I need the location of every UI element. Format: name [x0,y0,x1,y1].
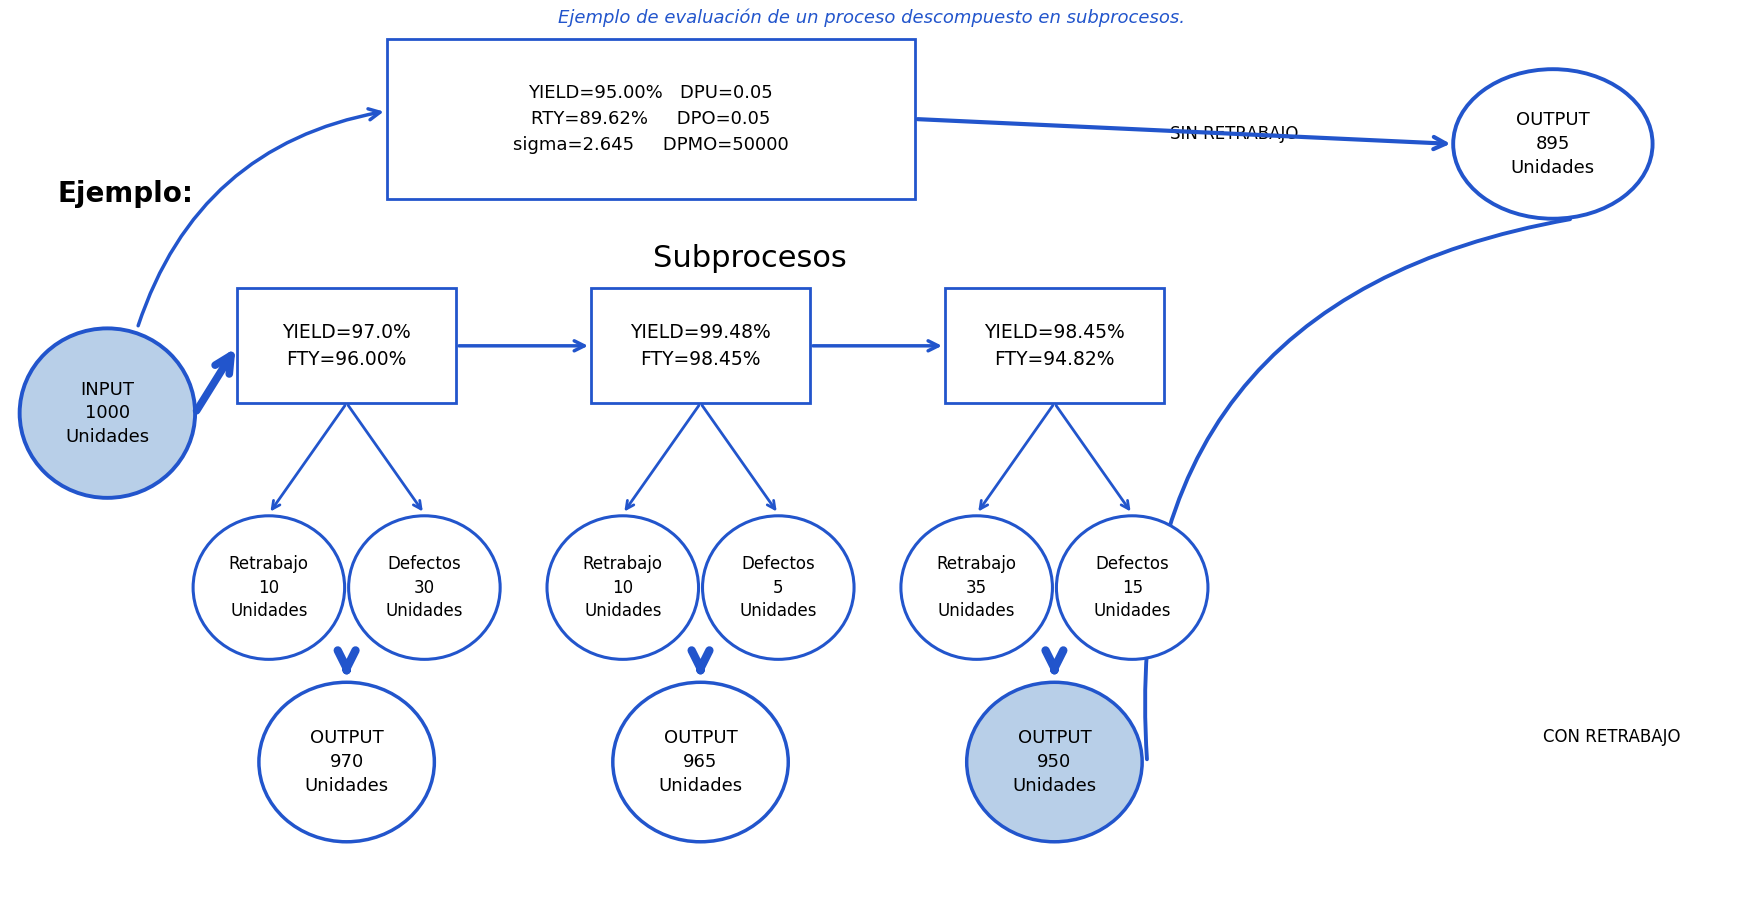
Text: Retrabajo
10
Unidades: Retrabajo 10 Unidades [228,555,308,621]
Text: Defectos
15
Unidades: Defectos 15 Unidades [1094,555,1171,621]
Text: OUTPUT
970
Unidades: OUTPUT 970 Unidades [305,729,388,795]
Text: YIELD=99.48%
FTY=98.45%: YIELD=99.48% FTY=98.45% [631,323,772,368]
Ellipse shape [193,515,345,659]
Text: Ejemplo:: Ejemplo: [57,180,193,207]
Ellipse shape [967,682,1143,841]
Text: OUTPUT
950
Unidades: OUTPUT 950 Unidades [1012,729,1096,795]
FancyBboxPatch shape [387,40,915,198]
Ellipse shape [1056,515,1207,659]
Text: YIELD=97.0%
FTY=96.00%: YIELD=97.0% FTY=96.00% [282,323,411,368]
Ellipse shape [348,515,500,659]
Ellipse shape [901,515,1052,659]
Text: OUTPUT
895
Unidades: OUTPUT 895 Unidades [1510,111,1596,177]
FancyArrowPatch shape [138,109,380,326]
FancyArrowPatch shape [1144,219,1570,759]
Text: Retrabajo
35
Unidades: Retrabajo 35 Unidades [937,555,1017,621]
FancyBboxPatch shape [944,288,1164,403]
Text: SIN RETRABAJO: SIN RETRABAJO [1169,125,1298,143]
FancyBboxPatch shape [237,288,456,403]
Ellipse shape [702,515,854,659]
FancyBboxPatch shape [591,288,810,403]
Text: Defectos
30
Unidades: Defectos 30 Unidades [385,555,463,621]
Text: YIELD=98.45%
FTY=94.82%: YIELD=98.45% FTY=94.82% [984,323,1125,368]
Text: OUTPUT
965
Unidades: OUTPUT 965 Unidades [658,729,742,795]
Text: CON RETRABAJO: CON RETRABAJO [1543,728,1681,746]
Text: YIELD=95.00%   DPU=0.05
RTY=89.62%     DPO=0.05
sigma=2.645     DPMO=50000: YIELD=95.00% DPU=0.05 RTY=89.62% DPO=0.0… [512,84,789,154]
Text: Defectos
5
Unidades: Defectos 5 Unidades [740,555,817,621]
Text: Subprocesos: Subprocesos [653,244,847,273]
Text: INPUT
1000
Unidades: INPUT 1000 Unidades [64,381,150,445]
Ellipse shape [260,682,434,841]
Ellipse shape [613,682,789,841]
Text: Retrabajo
10
Unidades: Retrabajo 10 Unidades [584,555,662,621]
Ellipse shape [1453,69,1653,219]
Text: Ejemplo de evaluación de un proceso descompuesto en subprocesos.: Ejemplo de evaluación de un proceso desc… [557,8,1185,27]
Ellipse shape [547,515,699,659]
Ellipse shape [19,329,195,497]
